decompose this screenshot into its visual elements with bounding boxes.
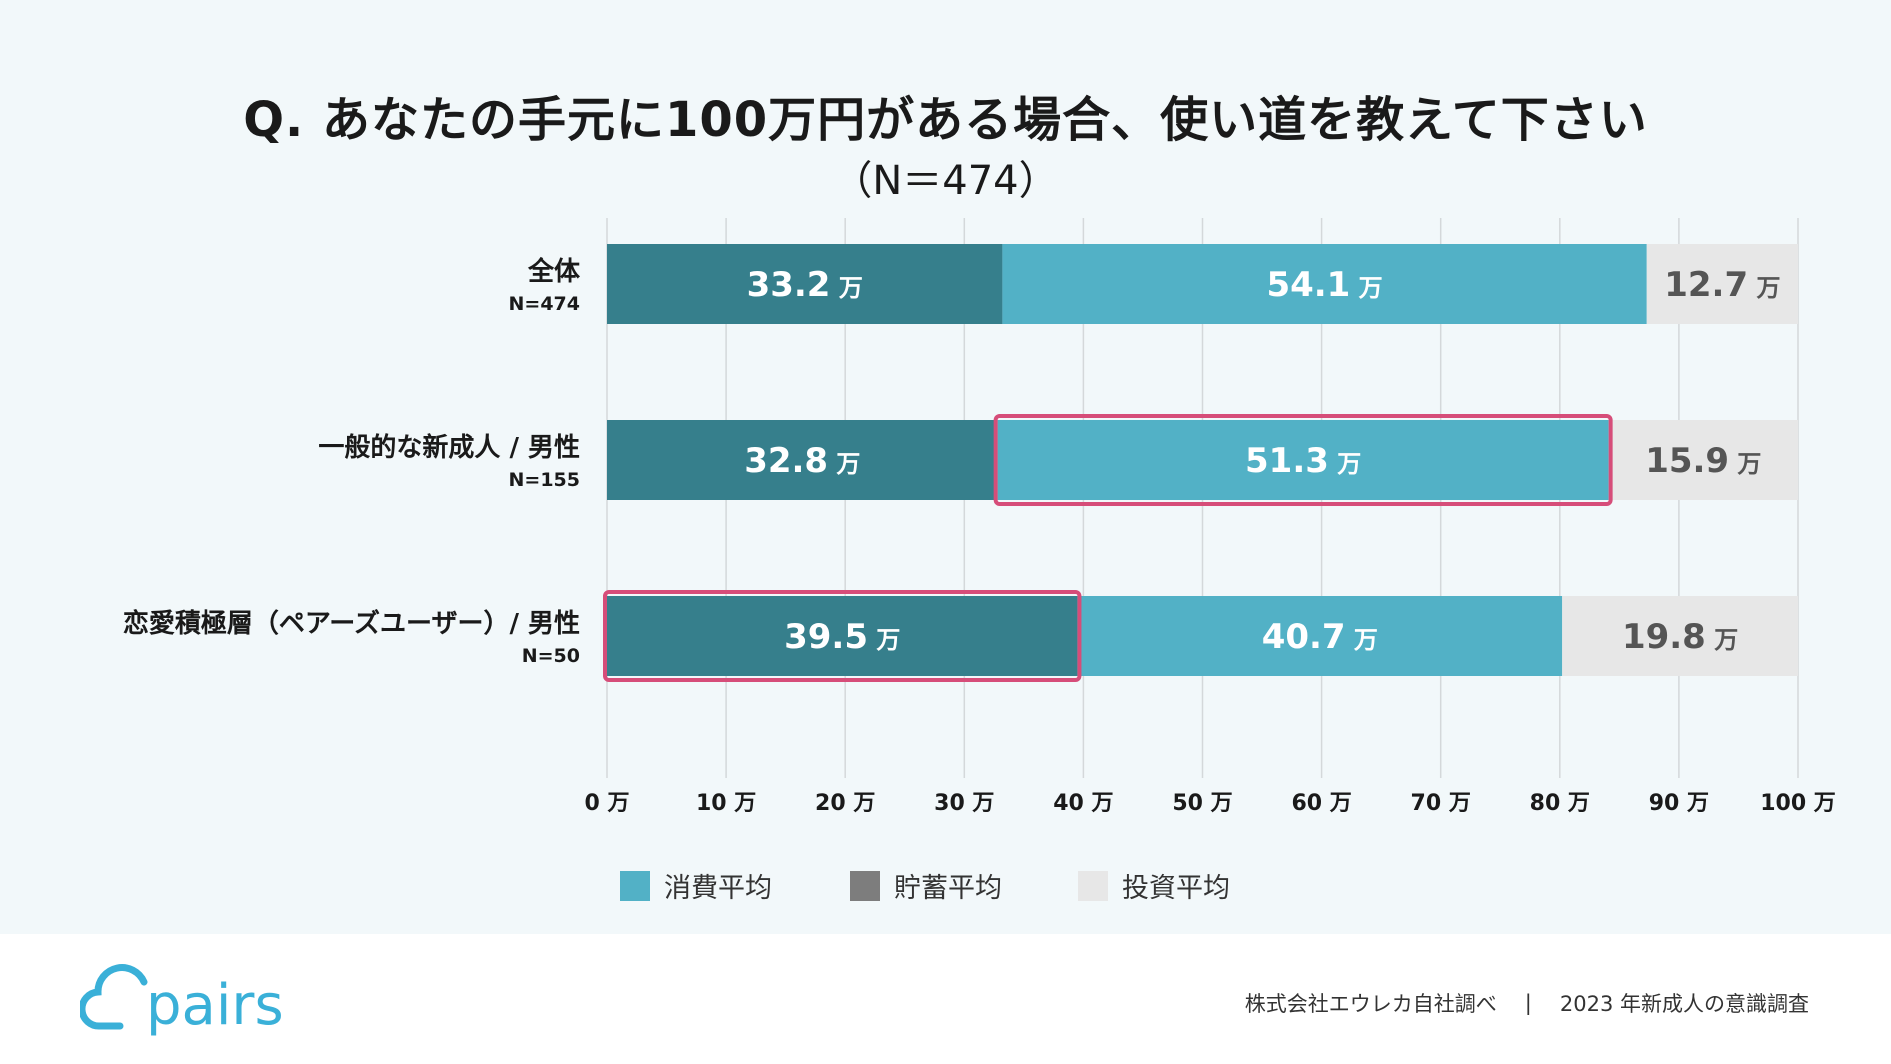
- x-tick-label-30: 30 万: [934, 791, 994, 816]
- bar-spending-1: [997, 420, 1609, 500]
- highlight-box-0: [993, 414, 1613, 506]
- bar-spending-2: [1077, 596, 1563, 676]
- legend-label-savings: 貯蓄平均: [894, 873, 1002, 904]
- value-label-savings-0: 33.2 万: [747, 265, 863, 305]
- value-label-investment-2: 19.8 万: [1622, 617, 1738, 657]
- x-tick-label-90: 90 万: [1649, 791, 1709, 816]
- legend-swatch-spending: [620, 870, 650, 901]
- value-label-investment-0: 12.7 万: [1664, 265, 1780, 305]
- category-label-1: 一般的な新成人 / 男性: [318, 432, 580, 463]
- chart-title: Q. あなたの手元に100万円がある場合、使い道を教えて下さい: [243, 92, 1648, 148]
- x-tick-label-10: 10 万: [696, 791, 756, 816]
- stacked-bar-chart: 0 万 10 万 20 万 30 万 40 万 50 万 60 万 70 万 80 万 90 万 1…: [123, 218, 1836, 816]
- category-n-1: N=155: [509, 469, 580, 491]
- logo-text: pairs: [146, 973, 284, 1038]
- value-label-spending-1: 51.3 万: [1245, 441, 1361, 481]
- legend-item-savings: 貯蓄平均: [850, 866, 1002, 905]
- value-label-savings-1: 32.8 万: [744, 441, 860, 481]
- bar-savings-2: [607, 596, 1078, 676]
- bar-investment-2: [1562, 596, 1798, 676]
- bar-savings-0: [607, 244, 1003, 324]
- cloud-icon: [78, 964, 148, 1030]
- x-tick-label-40: 40 万: [1053, 791, 1113, 816]
- value-label-spending-2: 40.7 万: [1262, 617, 1378, 657]
- bar-spending-0: [1002, 244, 1647, 324]
- chart-subtitle: （N＝474）: [832, 158, 1059, 204]
- bar-savings-1: [607, 420, 998, 500]
- legend-item-spending: 消費平均: [620, 866, 772, 905]
- x-tick-label-0: 0 万: [585, 791, 630, 816]
- source-company: 株式会社エウレカ自社調べ: [1244, 992, 1497, 1016]
- x-tick-label-20: 20 万: [815, 791, 875, 816]
- value-label-investment-1: 15.9 万: [1645, 441, 1761, 481]
- x-tick-label-50: 50 万: [1172, 791, 1232, 816]
- pairs-logo: pairs: [78, 950, 320, 1044]
- source-survey: 2023 年新成人の意識調査: [1559, 992, 1809, 1016]
- category-label-0: 全体: [527, 256, 581, 287]
- category-label-2: 恋愛積極層（ペアーズユーザー）/ 男性: [123, 608, 580, 639]
- x-tick-label-70: 70 万: [1411, 791, 1471, 816]
- legend-label-investment: 投資平均: [1122, 873, 1230, 904]
- value-label-spending-0: 54.1 万: [1266, 265, 1382, 305]
- source-note: 株式会社エウレカ自社調べ | 2023 年新成人の意識調査: [1245, 988, 1809, 1018]
- category-n-2: N=50: [522, 645, 580, 667]
- bar-investment-0: [1646, 244, 1798, 324]
- value-label-savings-2: 39.5 万: [784, 617, 900, 657]
- x-tick-label-80: 80 万: [1530, 791, 1590, 816]
- source-separator: |: [1524, 991, 1532, 1015]
- bar-investment-1: [1608, 420, 1798, 500]
- category-n-0: N=474: [509, 293, 580, 315]
- legend-swatch-savings: [850, 870, 880, 901]
- highlight-box-1: [603, 590, 1082, 682]
- x-tick-label-60: 60 万: [1291, 791, 1351, 816]
- x-tick-label-100: 100 万: [1760, 791, 1836, 816]
- legend-label-spending: 消費平均: [664, 873, 772, 904]
- legend-item-investment: 投資平均: [1078, 866, 1230, 905]
- legend-swatch-investment: [1078, 870, 1108, 901]
